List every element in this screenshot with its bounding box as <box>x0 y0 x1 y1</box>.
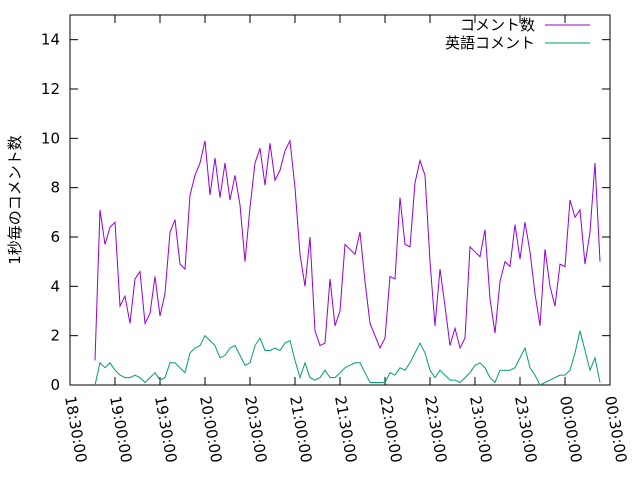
x-tick-label: 22:30:00 <box>421 395 450 464</box>
x-tick-label: 19:30:00 <box>151 395 180 464</box>
x-tick-label: 00:30:00 <box>601 395 630 464</box>
x-tick-label: 00:00:00 <box>556 395 585 464</box>
x-tick-label: 21:00:00 <box>286 395 315 464</box>
series-line <box>94 139 601 361</box>
y-axis-label: 1秒毎のコメント数 <box>6 135 24 265</box>
y-tick-label: 0 <box>50 376 60 394</box>
y-tick-label: 2 <box>50 327 60 345</box>
legend-label: コメント数 <box>460 16 535 34</box>
x-tick-label: 23:30:00 <box>511 395 540 464</box>
x-tick-label: 19:00:00 <box>106 395 135 464</box>
x-tick-label: 23:00:00 <box>466 395 495 464</box>
y-tick-label: 4 <box>50 277 60 295</box>
y-tick-label: 8 <box>50 179 60 197</box>
series-line <box>94 330 601 386</box>
plot-frame <box>69 14 611 386</box>
legend-label: 英語コメント <box>445 34 535 52</box>
x-tick-label: 20:00:00 <box>196 395 225 464</box>
y-tick-label: 12 <box>41 80 60 98</box>
x-tick-label: 18:30:00 <box>61 395 90 464</box>
x-tick-label: 22:00:00 <box>376 395 405 464</box>
y-tick-label: 6 <box>50 228 60 246</box>
x-tick-label: 20:30:00 <box>241 395 270 464</box>
y-tick-label: 10 <box>41 129 60 147</box>
y-tick-label: 14 <box>41 31 60 49</box>
x-tick-label: 21:30:00 <box>331 395 360 464</box>
